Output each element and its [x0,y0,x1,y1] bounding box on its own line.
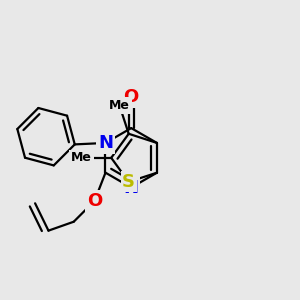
Text: O: O [124,88,139,106]
Text: Me: Me [71,151,92,164]
Text: S: S [122,173,135,191]
Text: N: N [124,178,139,196]
Text: N: N [98,134,113,152]
Text: Me: Me [109,99,130,112]
Text: O: O [87,192,102,210]
